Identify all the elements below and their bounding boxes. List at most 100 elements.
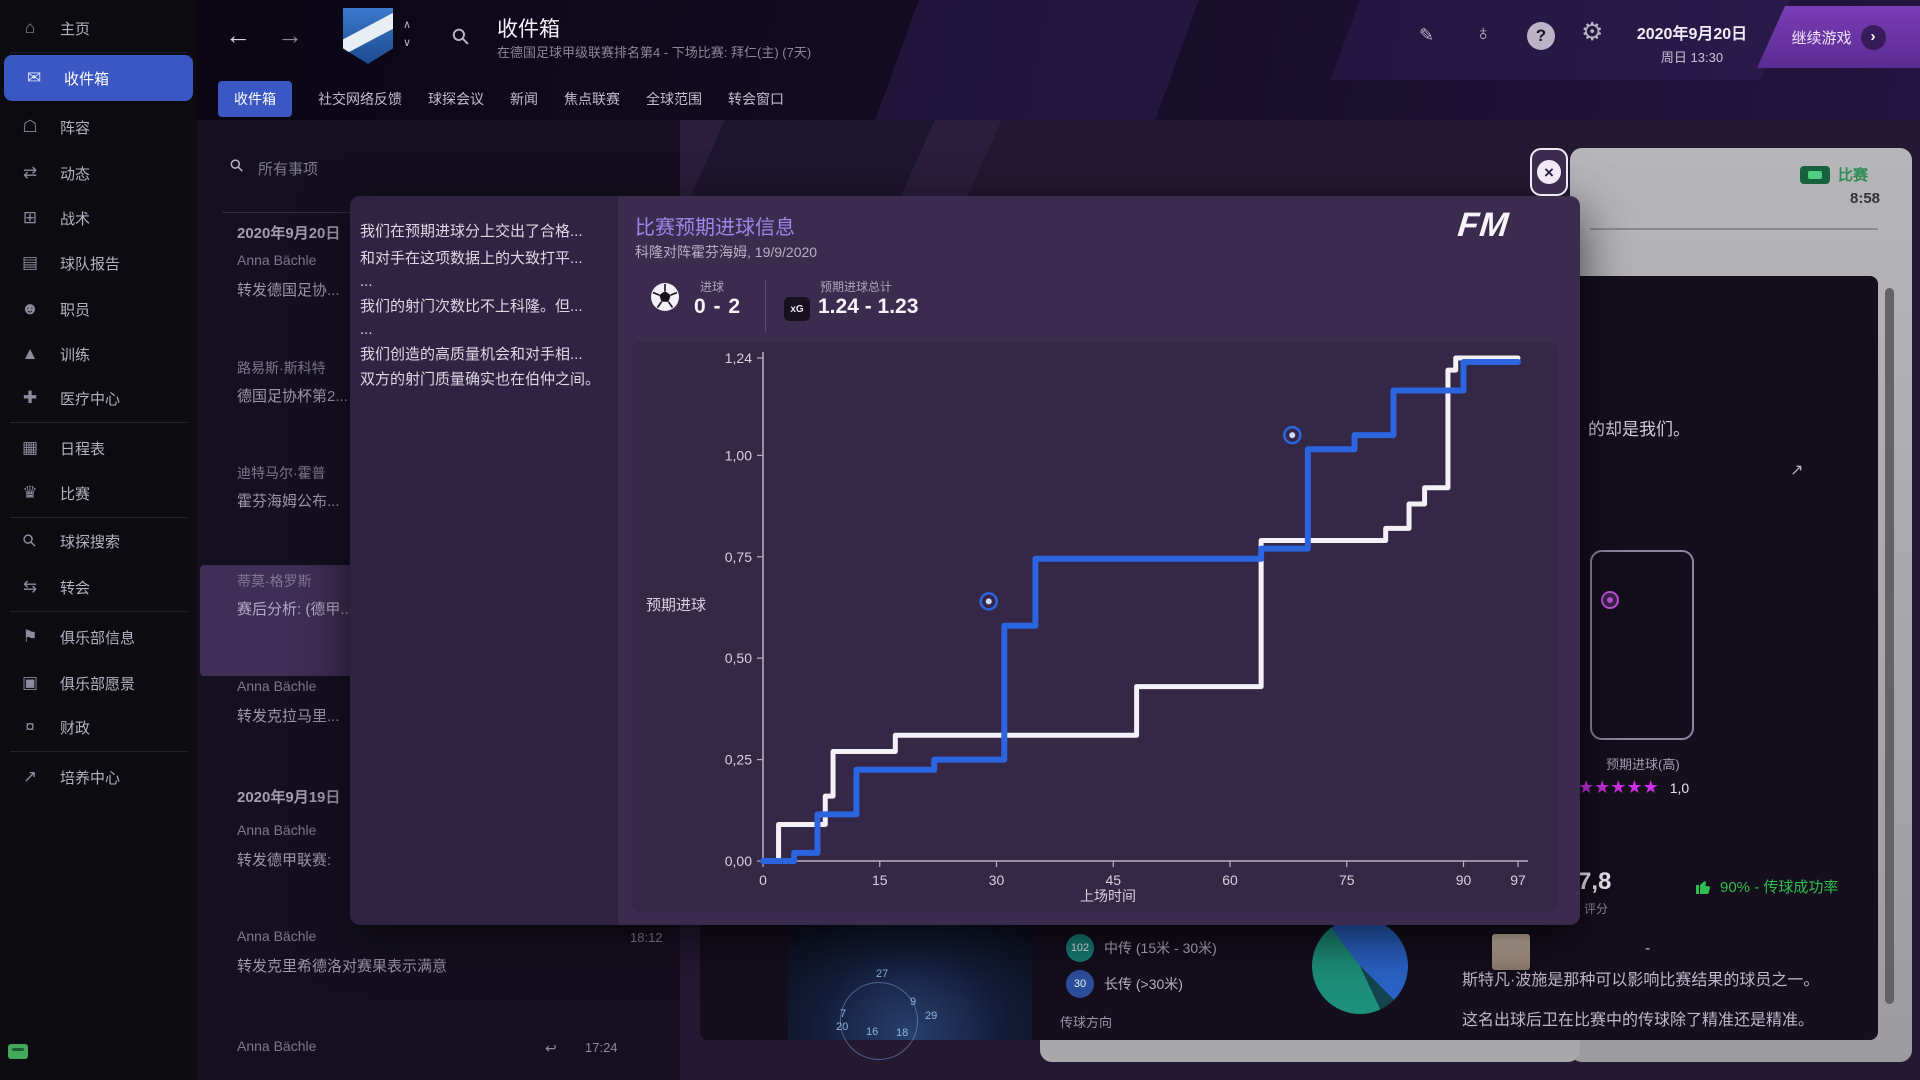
- sidebar-item-squad[interactable]: ☖ 阵容: [0, 104, 197, 150]
- y-tick-label: 0,25: [725, 752, 752, 768]
- heatmap-circle: [840, 982, 918, 1060]
- chevron-down-icon[interactable]: ∨: [403, 37, 412, 49]
- settings-gear-icon[interactable]: ⚙: [1581, 18, 1604, 46]
- sidebar-item-finances[interactable]: ¤ 财政: [0, 704, 197, 750]
- message-subject: 转发德国足协...: [237, 282, 340, 299]
- message-subject: 霍芬海姆公布...: [237, 493, 340, 510]
- page-subtitle: 在德国足球甲级联赛排名第4 - 下场比赛: 拜仁(主) (7天): [497, 45, 812, 60]
- message-subject: 转发克里希德洛对赛果表示满意: [237, 958, 448, 975]
- sidebar-item-tactics[interactable]: ⊞ 战术: [0, 195, 197, 241]
- edit-icon[interactable]: ✎: [1419, 25, 1435, 45]
- expand-icon[interactable]: ↗: [1790, 462, 1804, 479]
- sidebar-item-schedule[interactable]: ▦ 日程表: [0, 425, 197, 471]
- tab-转会窗口[interactable]: 转会窗口: [728, 91, 784, 107]
- match-badge: 比赛: [1800, 164, 1868, 185]
- sidebar-item-training[interactable]: ▲ 训练: [0, 331, 197, 377]
- fm-logo: FM: [1456, 206, 1512, 244]
- scrollbar-thumb[interactable]: [1885, 288, 1894, 1004]
- forward-arrow-icon[interactable]: →: [277, 20, 303, 50]
- star-icon: ★: [1594, 777, 1611, 797]
- analysis-line: 这名出球后卫在比赛中的传球除了精准还是精准。: [1462, 1012, 1815, 1029]
- club-crest[interactable]: [343, 8, 393, 64]
- thumbs-up-icon: [1696, 881, 1710, 894]
- sidebar-item-dynamics[interactable]: ⇄ 动态: [0, 150, 197, 196]
- sidebar-item-home[interactable]: ⌂ 主页: [0, 5, 197, 51]
- tab-收件箱[interactable]: 收件箱: [218, 81, 292, 117]
- message-subject: 德国足协杯第2...: [237, 388, 348, 405]
- tactics-icon: ⊞: [22, 208, 38, 227]
- x-tick-label: 75: [1339, 872, 1355, 888]
- snippet-line: 我们创造的高质量机会和对手相...: [360, 346, 583, 363]
- sidebar-item-label: 俱乐部愿景: [60, 675, 136, 693]
- y-tick-label: 0,50: [725, 650, 752, 666]
- pass-accuracy-stat: 90% - 传球成功率: [1694, 876, 1838, 897]
- crest-band: [343, 10, 393, 56]
- xg-step-chart: 0,00 0,25 0,50 0,75 1,00 1,24 0 15 30 45 60 75 90 97: [725, 350, 1528, 888]
- game-date: 2020年9月20日 周日 13:30: [1617, 20, 1767, 66]
- help-button[interactable]: ?: [1527, 22, 1555, 50]
- sidebar-item-label: 医疗中心: [60, 390, 121, 408]
- sidebar-item-club-info[interactable]: ⚑ 俱乐部信息: [0, 614, 197, 660]
- continue-button[interactable]: 继续游戏 ›: [1757, 6, 1920, 68]
- message-sender: 路易斯·斯科特: [237, 360, 326, 376]
- message-sender: 迪特马尔·霍普: [237, 465, 326, 481]
- transfers-icon: ⇆: [22, 577, 38, 596]
- goal-marker-icon: [1283, 425, 1302, 445]
- sidebar-item-team-report[interactable]: ▤ 球队报告: [0, 240, 197, 286]
- tab-球探会议[interactable]: 球探会议: [428, 91, 484, 107]
- heatmap-value: 9: [910, 996, 917, 1008]
- pass-count-badge: 102: [1066, 934, 1094, 962]
- sidebar-item-transfers[interactable]: ⇆ 转会: [0, 564, 197, 610]
- sidebar-item-inbox[interactable]: ✉ 收件箱: [4, 55, 193, 101]
- schedule-icon: ▦: [21, 438, 39, 457]
- list-search-icon[interactable]: ⚲: [225, 154, 248, 177]
- world-icon[interactable]: ♁: [1475, 20, 1492, 45]
- reading-pane-bottom: [1040, 1040, 1580, 1062]
- report-snippet: 的却是我们。: [1588, 420, 1690, 439]
- continue-label: 继续游戏: [1791, 29, 1852, 47]
- chart-y-axis-label: 预期进球: [646, 597, 707, 614]
- tab-焦点联赛[interactable]: 焦点联赛: [564, 91, 620, 107]
- pass-direction-pie: [1312, 918, 1408, 1014]
- player-avatar[interactable]: [1492, 934, 1530, 970]
- x-tick-label: 97: [1510, 872, 1526, 888]
- pass-accuracy-text: 90% - 传球成功率: [1720, 879, 1839, 896]
- tab-新闻[interactable]: 新闻: [510, 91, 538, 107]
- snippet-line: 我们在预期进球分上交出了合格...: [360, 223, 583, 240]
- x-tick-label: 0: [759, 872, 767, 888]
- message-sender: 蒂莫·格罗斯: [237, 573, 312, 589]
- pass-stat-row: 102 中传 (15米 - 30米): [1066, 934, 1217, 962]
- sidebar: ⌂ 主页 ✉ 收件箱 ☖ 阵容 ⇄ 动态 ⊞ 战术 ▤ 球队报告 ☻ 职员 ▲ 训练 ✚ 医疗中心 ▦ 日程表 ♛ 比赛 ⚲…: [0, 0, 197, 1080]
- modal-title: 比赛预期进球信息: [635, 217, 795, 239]
- social-status-icon[interactable]: [8, 1044, 28, 1059]
- message-sender: Anna Bächle: [237, 928, 317, 944]
- snippet-line: 和对手在这项数据上的大致打平...: [360, 250, 583, 267]
- sidebar-item-medical[interactable]: ✚ 医疗中心: [0, 375, 197, 421]
- sidebar-item-scout-search[interactable]: ⚲ 球探搜索: [0, 518, 197, 564]
- sidebar-item-staff[interactable]: ☻ 职员: [0, 286, 197, 332]
- sidebar-item-label: 俱乐部信息: [60, 629, 136, 647]
- list-search-filter[interactable]: 所有事项: [258, 161, 319, 178]
- close-button[interactable]: ×: [1530, 148, 1568, 196]
- sidebar-item-development[interactable]: ↗ 培养中心: [0, 754, 197, 800]
- sidebar-item-label: 动态: [60, 165, 91, 183]
- sidebar-divider: [10, 751, 187, 752]
- y-tick-label: 1,00: [725, 447, 752, 463]
- tab-全球范围[interactable]: 全球范围: [646, 91, 702, 107]
- message-subject: 赛后分析: (德甲...: [237, 601, 353, 618]
- analysis-line: 斯特凡·波施是那种可以影响比赛结果的球员之一。: [1462, 972, 1820, 989]
- star-icon: ★: [1642, 777, 1659, 797]
- snippet-line: 双方的射门质量确实也在伯仲之间。: [360, 371, 601, 388]
- inbox-date-header: 2020年9月20日: [237, 225, 341, 242]
- x-tick-label: 60: [1222, 872, 1238, 888]
- player-rating-label: 评分: [1584, 902, 1609, 916]
- development-icon: ↗: [22, 767, 38, 786]
- star-icon: ★: [1578, 777, 1595, 797]
- chevron-up-icon[interactable]: ∧: [403, 19, 412, 31]
- sidebar-item-matches[interactable]: ♛ 比赛: [0, 470, 197, 516]
- sidebar-item-club-vision[interactable]: ▣ 俱乐部愿景: [0, 660, 197, 706]
- tab-社交网络反馈[interactable]: 社交网络反馈: [318, 91, 402, 107]
- star-icon: ★: [1626, 777, 1643, 797]
- search-icon[interactable]: ⚲: [446, 22, 476, 52]
- back-arrow-icon[interactable]: ←: [225, 20, 251, 50]
